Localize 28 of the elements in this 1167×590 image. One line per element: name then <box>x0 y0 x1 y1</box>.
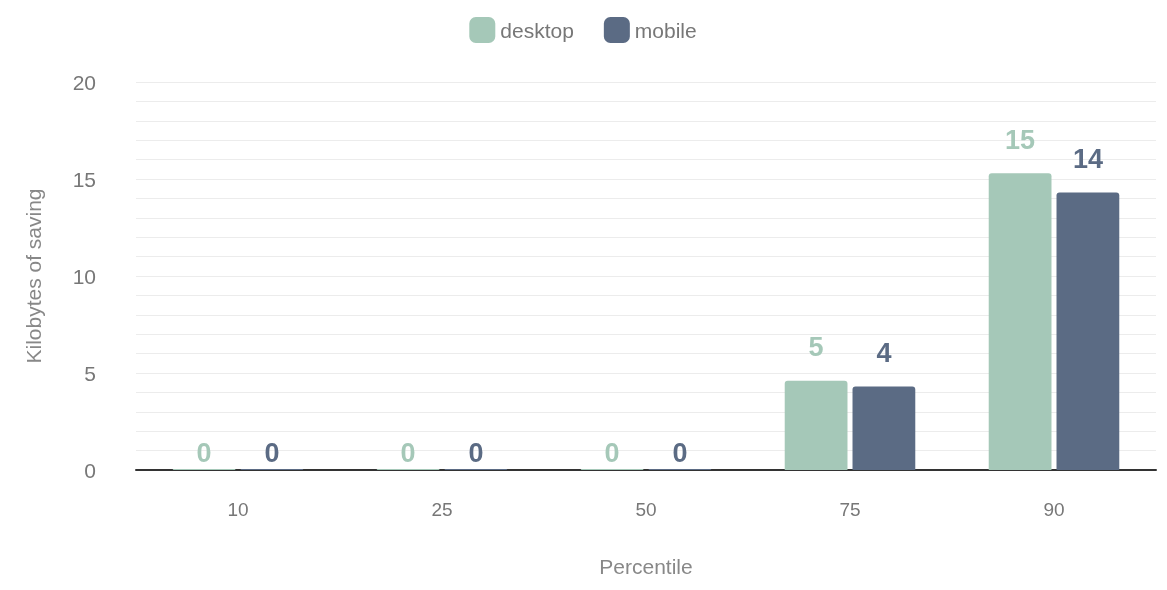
data-label: 0 <box>468 437 484 468</box>
x-tick-label: 75 <box>839 499 861 520</box>
bar <box>852 386 916 470</box>
bar <box>1056 192 1120 470</box>
legend-label: mobile <box>634 18 697 42</box>
bar <box>784 380 848 470</box>
x-tick-label: 25 <box>431 499 453 520</box>
data-label: 14 <box>1072 144 1103 175</box>
data-label: 0 <box>400 437 416 468</box>
y-axis-title: Kilobytes of saving <box>22 188 45 364</box>
bar <box>988 173 1052 470</box>
data-label: 0 <box>604 437 620 468</box>
y-tick-label: 0 <box>84 458 96 482</box>
data-label: 0 <box>264 437 280 468</box>
x-tick-label: 10 <box>227 499 249 520</box>
data-label: 5 <box>808 332 824 363</box>
data-label: 0 <box>196 437 212 468</box>
y-tick-label: 5 <box>84 361 96 385</box>
x-tick-label: 90 <box>1043 499 1065 520</box>
data-label: 4 <box>876 338 892 369</box>
data-label: 0 <box>672 437 688 468</box>
y-tick-label: 15 <box>72 167 96 191</box>
x-axis-title: Percentile <box>599 555 693 578</box>
legend-label: desktop <box>500 18 574 42</box>
y-tick-label: 10 <box>72 264 96 288</box>
y-tick-label: 20 <box>72 70 96 94</box>
data-label: 15 <box>1005 124 1036 155</box>
x-tick-label: 50 <box>635 499 657 520</box>
